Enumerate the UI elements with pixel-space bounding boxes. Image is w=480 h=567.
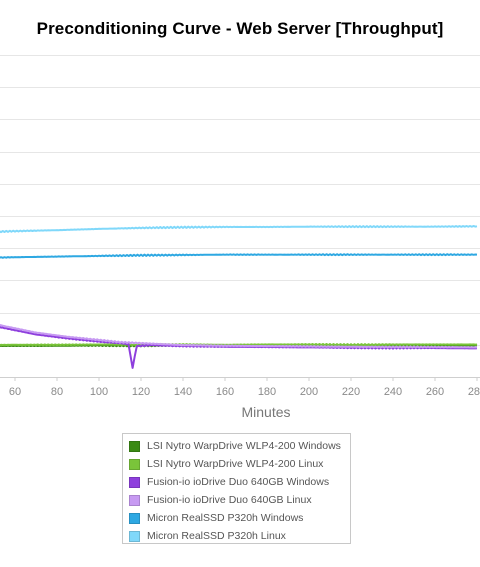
legend-swatch xyxy=(129,494,140,506)
x-tick-label: 100 xyxy=(90,386,108,398)
x-tick-label: 280 xyxy=(468,386,480,398)
x-tick-label: 60 xyxy=(9,386,21,398)
legend-swatch xyxy=(129,440,140,452)
x-axis-ticks: 60 80 100 120 140 160 180 200 220 240 260 280 xyxy=(9,377,480,398)
legend-label: Fusion-io ioDrive Duo 640GB Linux xyxy=(147,494,312,506)
x-tick-label: 200 xyxy=(300,386,318,398)
legend-label: LSI Nytro WarpDrive WLP4-200 Linux xyxy=(147,458,324,470)
legend-swatch xyxy=(129,530,140,542)
legend-item[interactable]: Fusion-io ioDrive Duo 640GB Windows xyxy=(129,475,329,489)
gridlines xyxy=(0,55,480,378)
x-tick-label: 80 xyxy=(51,386,63,398)
legend-label: Fusion-io ioDrive Duo 640GB Windows xyxy=(147,476,330,488)
series-line-5 xyxy=(0,253,478,259)
x-tick-label: 260 xyxy=(426,386,444,398)
x-tick-label: 120 xyxy=(132,386,150,398)
x-axis-label: Minutes xyxy=(241,404,291,420)
x-tick-label: 180 xyxy=(258,386,276,398)
series-lines xyxy=(0,225,478,369)
legend: LSI Nytro WarpDrive WLP4-200 Windows LSI … xyxy=(122,433,351,544)
x-tick-label: 140 xyxy=(174,386,192,398)
chart-title: Preconditioning Curve - Web Server [Thro… xyxy=(36,19,444,38)
legend-label: Micron RealSSD P320h Windows xyxy=(147,512,304,524)
legend-label: LSI Nytro WarpDrive WLP4-200 Windows xyxy=(147,440,341,452)
x-tick-label: 240 xyxy=(384,386,402,398)
legend-swatch xyxy=(129,458,140,470)
legend-swatch xyxy=(129,512,140,524)
legend-item[interactable]: LSI Nytro WarpDrive WLP4-200 Linux xyxy=(129,457,323,471)
legend-item[interactable]: Micron RealSSD P320h Windows xyxy=(129,511,303,525)
legend-item[interactable]: Fusion-io ioDrive Duo 640GB Linux xyxy=(129,493,312,507)
legend-item[interactable]: LSI Nytro WarpDrive WLP4-200 Windows xyxy=(129,439,341,453)
legend-swatch xyxy=(129,476,140,488)
x-tick-label: 160 xyxy=(216,386,234,398)
series-line-2 xyxy=(0,343,478,347)
x-tick-label: 220 xyxy=(342,386,360,398)
legend-item[interactable]: Micron RealSSD P320h Linux xyxy=(129,529,286,543)
series-line-6 xyxy=(0,225,478,234)
series-line-4 xyxy=(0,323,478,349)
legend-label: Micron RealSSD P320h Linux xyxy=(147,530,286,542)
